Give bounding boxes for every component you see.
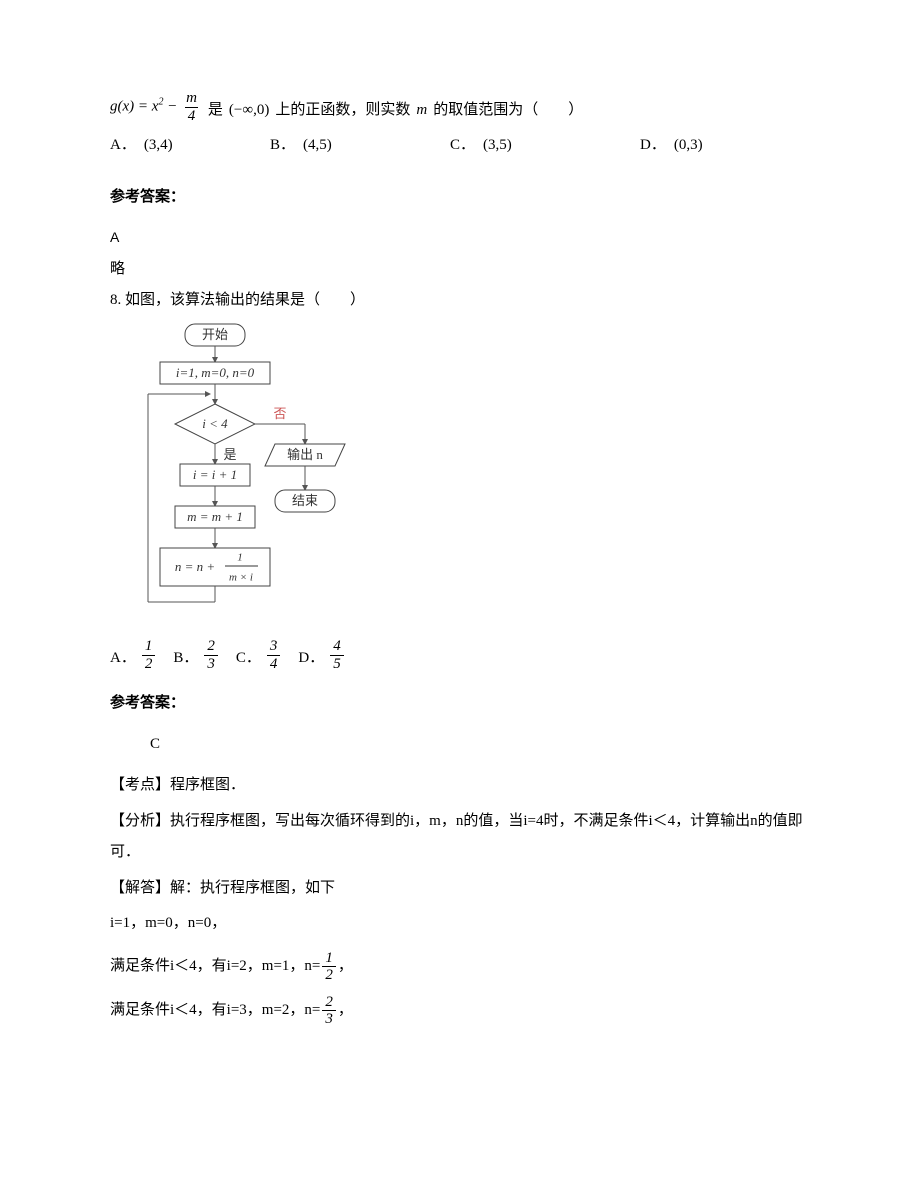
- q8-opt-a-label: A．: [110, 645, 136, 672]
- fc-step3-lhs: n = n +: [175, 559, 215, 574]
- q8-opt-d-label: D．: [298, 645, 324, 672]
- kaodian-line: 【考点】程序框图．: [110, 770, 820, 802]
- q7-opt-b-label: B．: [270, 132, 295, 159]
- fc-output: 输出 n: [287, 447, 323, 462]
- fenxi-label: 【分析】: [110, 813, 170, 829]
- q7-formula-line: g(x) = x2 − m4 是 (−∞,0) 上的正函数，则实数 m 的取值范…: [110, 90, 820, 124]
- fc-cond: i < 4: [202, 416, 228, 431]
- kaodian-text: 程序框图．: [170, 777, 245, 793]
- fenxi-line: 【分析】执行程序框图，写出每次循环得到的i，m，n的值，当i=4时，不满足条件i…: [110, 806, 820, 869]
- fc-start: 开始: [202, 327, 228, 342]
- q8-a-num: 1: [142, 638, 156, 655]
- q8-b-num: 2: [204, 638, 218, 655]
- jieda-label: 【解答】: [110, 880, 170, 896]
- q7-formula-lhs: g(x) = x: [110, 98, 158, 114]
- q7-formula: g(x) = x2 − m4: [110, 90, 202, 124]
- q7-frac-num: m: [183, 90, 200, 107]
- q7-brief: 略: [110, 256, 820, 283]
- fc-init: i=1, m=0, n=0: [176, 365, 255, 380]
- q8-a-den: 2: [142, 655, 156, 673]
- q7-option-b: B． (4,5): [270, 132, 450, 159]
- q8-option-c: C． 34: [236, 638, 283, 672]
- step1-suffix: ，: [338, 953, 353, 980]
- q8-d-num: 4: [330, 638, 344, 655]
- fc-yes: 是: [223, 447, 236, 462]
- jieda-line: 【解答】解：执行程序框图，如下: [110, 873, 820, 905]
- fc-step3-num: 1: [237, 552, 243, 564]
- q7-option-d: D． (0,3): [640, 132, 703, 159]
- q7-opt-a-label: A．: [110, 132, 136, 159]
- q8-option-b: B． 23: [173, 638, 220, 672]
- q7-formula-minus: −: [163, 98, 181, 114]
- fc-end: 结束: [292, 493, 318, 508]
- q8-opt-c-label: C．: [236, 645, 261, 672]
- flowchart: 开始 i=1, m=0, n=0 i < 4 否 输出 n 结束 是 i = i…: [140, 322, 820, 634]
- q8-option-d: D． 45: [298, 638, 345, 672]
- q7-opt-c-label: C．: [450, 132, 475, 159]
- q7-opt-c-val: (3,5): [483, 132, 512, 159]
- q7-m: m: [416, 97, 427, 124]
- q7-interval: (−∞,0): [229, 97, 269, 124]
- q8-answer: C: [150, 731, 820, 758]
- q7-options: A． (3,4) B． (4,5) C． (3,5) D． (0,3): [110, 132, 820, 159]
- step1-num: 1: [322, 950, 336, 967]
- fc-step1: i = i + 1: [193, 467, 237, 482]
- q7-text-2: 上的正函数，则实数: [275, 97, 410, 124]
- q8-opt-b-label: B．: [173, 645, 198, 672]
- q7-text-3: 的取值范围为（ ）: [433, 97, 583, 124]
- answer-heading-1: 参考答案：: [110, 184, 820, 211]
- jieda-intro: 解：执行程序框图，如下: [170, 880, 335, 896]
- q8-option-a: A． 12: [110, 638, 157, 672]
- kaodian-label: 【考点】: [110, 777, 170, 793]
- q7-text-1: 是: [208, 97, 223, 124]
- q7-opt-a-val: (3,4): [144, 132, 173, 159]
- step2-den: 3: [322, 1010, 336, 1028]
- q8-b-den: 3: [204, 655, 218, 673]
- step2-pre: 满足条件i＜4，有i=3，m=2，n=: [110, 997, 320, 1024]
- q7-opt-b-val: (4,5): [303, 132, 332, 159]
- flowchart-svg: 开始 i=1, m=0, n=0 i < 4 否 输出 n 结束 是 i = i…: [140, 322, 390, 634]
- q8-c-den: 4: [267, 655, 281, 673]
- q8-options: A． 12 B． 23 C． 34 D． 45: [110, 638, 820, 672]
- step1-den: 2: [322, 966, 336, 984]
- step2-num: 2: [322, 994, 336, 1011]
- q8-stem: 8. 如图，该算法输出的结果是（ ）: [110, 287, 820, 314]
- q7-option-a: A． (3,4): [110, 132, 270, 159]
- q7-opt-d-val: (0,3): [674, 132, 703, 159]
- q7-opt-d-label: D．: [640, 132, 666, 159]
- answer-heading-2: 参考答案：: [110, 690, 820, 717]
- q7-frac-den: 4: [185, 107, 199, 125]
- fenxi-text: 执行程序框图，写出每次循环得到的i，m，n的值，当i=4时，不满足条件i＜4，计…: [110, 813, 803, 861]
- q8-c-num: 3: [267, 638, 281, 655]
- fc-step3-den: m × i: [229, 572, 253, 584]
- q7-option-c: C． (3,5): [450, 132, 640, 159]
- step2-line: 满足条件i＜4，有i=3，m=2，n= 23 ，: [110, 994, 820, 1028]
- step2-suffix: ，: [338, 997, 353, 1024]
- q8-d-den: 5: [330, 655, 344, 673]
- fc-no: 否: [273, 406, 286, 421]
- step0: i=1，m=0，n=0，: [110, 908, 820, 940]
- step1-pre: 满足条件i＜4，有i=2，m=1，n=: [110, 953, 320, 980]
- step1-line: 满足条件i＜4，有i=2，m=1，n= 12 ，: [110, 950, 820, 984]
- fc-step2: m = m + 1: [187, 509, 243, 524]
- q7-answer: A: [110, 225, 820, 250]
